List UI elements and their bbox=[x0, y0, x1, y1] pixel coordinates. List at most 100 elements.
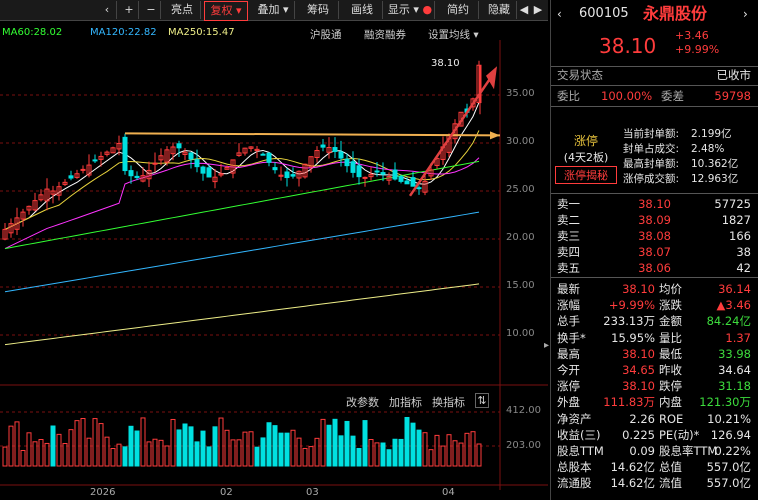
params-button[interactable]: 改参数 bbox=[346, 396, 379, 409]
ask-row[interactable]: 卖五 38.06 42 bbox=[551, 260, 758, 276]
candle-body bbox=[290, 174, 296, 177]
candle-body bbox=[188, 152, 194, 160]
limit-info-label: 封单占成交: bbox=[623, 143, 680, 155]
x-tick-label: 02 bbox=[220, 487, 233, 498]
volume-bar bbox=[326, 424, 332, 467]
zoom-out-button[interactable]: − bbox=[142, 1, 161, 19]
zoom-in-button[interactable]: + bbox=[120, 1, 139, 19]
ma10-line bbox=[4, 130, 480, 230]
quote-stat-row: 总股本 14.62亿 总值 557.0亿 bbox=[551, 459, 758, 475]
ask-row[interactable]: 卖四 38.07 38 bbox=[551, 244, 758, 260]
volume-bar bbox=[182, 423, 188, 467]
stat-value: 121.30万 bbox=[699, 395, 751, 410]
panel-toggle-icon[interactable]: ▸ bbox=[544, 340, 550, 351]
hk-connect-link[interactable]: 沪股通 bbox=[310, 29, 342, 41]
kline-svg[interactable] bbox=[0, 20, 548, 500]
stat-value: 36.14 bbox=[718, 282, 751, 296]
candle-body bbox=[26, 205, 32, 211]
x-tick-label: 03 bbox=[306, 487, 319, 498]
candle-body bbox=[164, 149, 170, 163]
next-stock-icon[interactable]: › bbox=[743, 7, 748, 21]
chevron-down-icon: ▾ bbox=[279, 3, 289, 16]
overlay-button[interactable]: 叠加 ▾ bbox=[252, 1, 295, 19]
stat-value: 84.24亿 bbox=[706, 314, 751, 329]
stat-label: 内盘 bbox=[659, 395, 682, 410]
kline-chart[interactable] bbox=[0, 20, 548, 500]
volume-bar bbox=[128, 425, 134, 467]
candle-body bbox=[332, 147, 338, 152]
limit-sub: (4天2板) bbox=[563, 151, 609, 164]
volume-tick-label: 203.00 bbox=[506, 440, 541, 451]
volume-bar bbox=[308, 446, 314, 467]
candle-body bbox=[20, 211, 26, 220]
resistance-arrow bbox=[490, 131, 500, 140]
stock-code: 600105 bbox=[579, 6, 629, 21]
grid-lines bbox=[0, 40, 548, 490]
stat-label: 总手 bbox=[557, 314, 580, 329]
candle-body bbox=[122, 136, 128, 172]
volume-bar bbox=[68, 429, 74, 467]
ask-row[interactable]: 卖一 38.10 57725 bbox=[551, 196, 758, 212]
stat-value: 38.10 bbox=[622, 346, 655, 361]
add-indicator-button[interactable]: 加指标 bbox=[389, 396, 422, 409]
volume-bar bbox=[50, 425, 56, 467]
candle-body bbox=[338, 151, 344, 159]
limit-title: 涨停 bbox=[573, 134, 598, 148]
ask-volume: 166 bbox=[729, 229, 751, 243]
chips-button[interactable]: 筹码 bbox=[298, 1, 339, 19]
volume-bar bbox=[290, 429, 296, 467]
limit-reveal-button[interactable]: 涨停揭秘 bbox=[555, 166, 617, 184]
volume-bar bbox=[140, 417, 146, 467]
volume-bar bbox=[272, 425, 278, 467]
volume-bar bbox=[2, 446, 8, 467]
switch-indicator-button[interactable]: 换指标 bbox=[432, 396, 465, 409]
candle-body bbox=[224, 166, 230, 170]
stat-value: 38.10 bbox=[622, 282, 655, 296]
next-arrow-icon[interactable]: ▶ bbox=[533, 3, 543, 16]
volume-bar bbox=[404, 416, 410, 467]
volume-bar bbox=[110, 448, 116, 467]
hide-button[interactable]: 隐藏 bbox=[482, 1, 517, 19]
stock-name: 永鼎股份 bbox=[643, 4, 708, 23]
candle-body bbox=[266, 152, 272, 163]
ask-label: 卖五 bbox=[557, 261, 580, 275]
candle-body bbox=[230, 159, 236, 174]
candle-body bbox=[176, 143, 182, 149]
highlight-button[interactable]: 亮点 bbox=[164, 1, 201, 19]
ma250-label: MA250:15.47 bbox=[168, 27, 235, 38]
trade-status-row: 交易状态 已收市 bbox=[551, 67, 758, 83]
trend-arrow bbox=[486, 66, 497, 90]
price-change-pct: +9.99% bbox=[675, 43, 720, 56]
stat-value: 126.94 bbox=[710, 427, 751, 442]
volume-bar bbox=[38, 438, 44, 467]
volume-bar bbox=[224, 429, 230, 467]
set-ma-label: 设置均线 bbox=[428, 29, 470, 41]
ask-row[interactable]: 卖二 38.09 1827 bbox=[551, 212, 758, 228]
volume-bar bbox=[242, 431, 248, 467]
margin-link[interactable]: 融资融券 bbox=[364, 29, 406, 41]
candle-body bbox=[212, 176, 218, 183]
candle-body bbox=[56, 186, 62, 196]
candle-body bbox=[368, 173, 374, 178]
candle-body bbox=[374, 170, 380, 173]
volume-bar bbox=[380, 442, 386, 467]
set-ma-link[interactable]: 设置均线 ▾ bbox=[428, 27, 479, 42]
prev-arrow-icon[interactable]: ◀ bbox=[519, 3, 529, 16]
ask-row[interactable]: 卖三 38.08 166 bbox=[551, 228, 758, 244]
rights-button[interactable]: 复权 ▾ bbox=[204, 1, 248, 21]
swap-arrows-icon[interactable]: ⇅ bbox=[475, 393, 489, 408]
simple-button[interactable]: 简约 bbox=[438, 1, 479, 19]
volume-bar bbox=[278, 432, 284, 467]
volume-bar bbox=[86, 437, 92, 467]
draw-button[interactable]: 画线 bbox=[342, 1, 383, 19]
candle-body bbox=[68, 175, 74, 179]
volume-bar bbox=[266, 422, 272, 467]
back-button[interactable]: ‹ bbox=[98, 1, 117, 19]
stat-label: 涨跌 bbox=[659, 298, 682, 313]
prev-stock-icon[interactable]: ‹ bbox=[557, 7, 562, 21]
ask-label: 卖二 bbox=[557, 213, 580, 227]
display-button[interactable]: 显示 ▾ ● bbox=[386, 1, 435, 19]
volume-bar bbox=[20, 449, 26, 467]
volume-bar bbox=[314, 437, 320, 467]
y-tick-label: 35.00 bbox=[506, 88, 535, 99]
